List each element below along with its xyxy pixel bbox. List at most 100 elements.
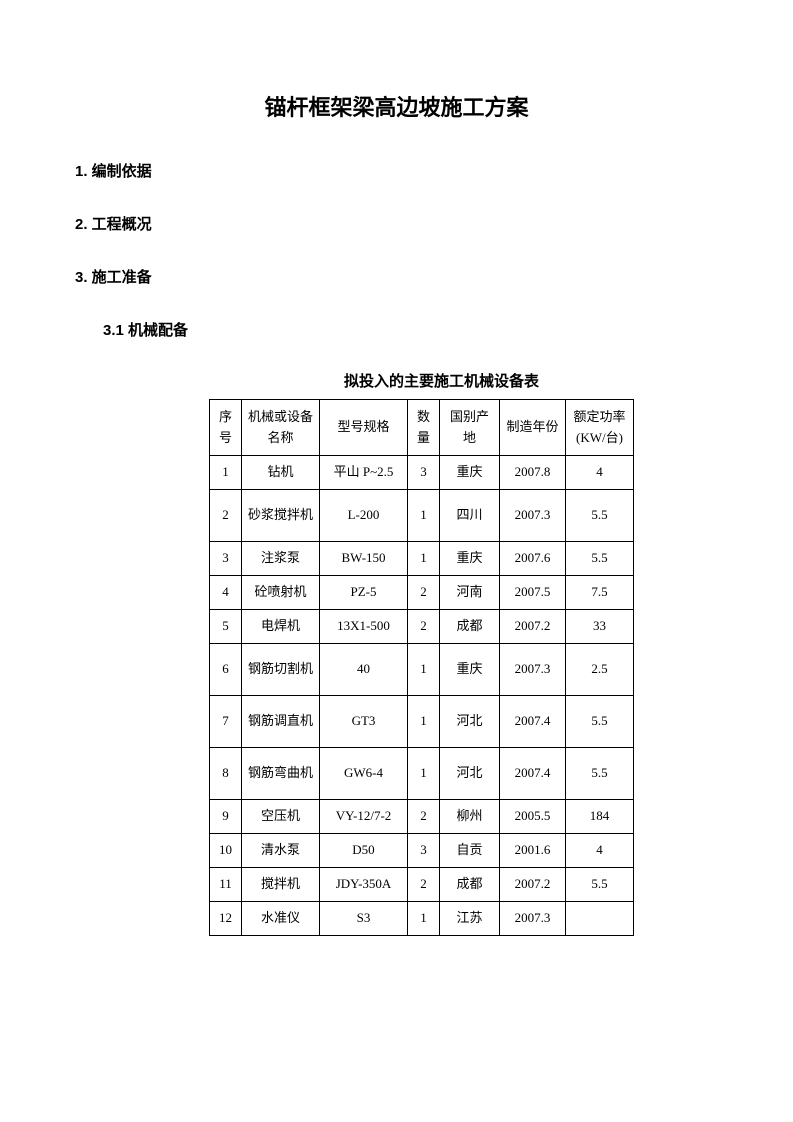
equipment-table-container: 序号 机械或设备名称 型号规格 数量 国别产地 制造年份 额定功率(KW/台) … xyxy=(125,399,718,936)
table-row: 7钢筋调直机GT31河北2007.45.5 xyxy=(210,696,634,748)
table-row: 8钢筋弯曲机GW6-41河北2007.45.5 xyxy=(210,748,634,800)
cell-origin: 河南 xyxy=(440,576,500,610)
cell-qty: 1 xyxy=(408,644,440,696)
cell-power: 5.5 xyxy=(566,868,634,902)
cell-year: 2005.5 xyxy=(500,800,566,834)
cell-qty: 3 xyxy=(408,834,440,868)
document-title: 锚杆框架梁高边坡施工方案 xyxy=(75,90,718,122)
header-name: 机械或设备名称 xyxy=(242,400,320,456)
cell-name: 空压机 xyxy=(242,800,320,834)
cell-model: JDY-350A xyxy=(320,868,408,902)
cell-year: 2007.2 xyxy=(500,610,566,644)
cell-origin: 柳州 xyxy=(440,800,500,834)
cell-origin: 自贡 xyxy=(440,834,500,868)
cell-power: 5.5 xyxy=(566,696,634,748)
cell-qty: 2 xyxy=(408,610,440,644)
header-seq: 序号 xyxy=(210,400,242,456)
cell-model: VY-12/7-2 xyxy=(320,800,408,834)
table-title: 拟投入的主要施工机械设备表 xyxy=(165,370,718,391)
equipment-table: 序号 机械或设备名称 型号规格 数量 国别产地 制造年份 额定功率(KW/台) … xyxy=(209,399,634,936)
cell-origin: 重庆 xyxy=(440,456,500,490)
cell-model: 13X1-500 xyxy=(320,610,408,644)
cell-qty: 2 xyxy=(408,868,440,902)
cell-seq: 10 xyxy=(210,834,242,868)
cell-seq: 2 xyxy=(210,490,242,542)
cell-power: 5.5 xyxy=(566,542,634,576)
section-3: 3. 施工准备 xyxy=(75,266,718,287)
cell-origin: 重庆 xyxy=(440,644,500,696)
cell-seq: 12 xyxy=(210,902,242,936)
cell-origin: 河北 xyxy=(440,748,500,800)
cell-seq: 4 xyxy=(210,576,242,610)
cell-name: 水准仪 xyxy=(242,902,320,936)
table-row: 10清水泵D503自贡2001.64 xyxy=(210,834,634,868)
cell-name: 电焊机 xyxy=(242,610,320,644)
cell-seq: 5 xyxy=(210,610,242,644)
cell-power: 4 xyxy=(566,834,634,868)
cell-year: 2007.3 xyxy=(500,902,566,936)
cell-qty: 1 xyxy=(408,490,440,542)
cell-name: 砂浆搅拌机 xyxy=(242,490,320,542)
cell-seq: 8 xyxy=(210,748,242,800)
section-1: 1. 编制依据 xyxy=(75,160,718,181)
cell-power: 33 xyxy=(566,610,634,644)
cell-origin: 河北 xyxy=(440,696,500,748)
cell-year: 2007.5 xyxy=(500,576,566,610)
cell-name: 清水泵 xyxy=(242,834,320,868)
cell-model: S3 xyxy=(320,902,408,936)
cell-qty: 1 xyxy=(408,542,440,576)
cell-qty: 1 xyxy=(408,902,440,936)
cell-qty: 2 xyxy=(408,800,440,834)
header-model: 型号规格 xyxy=(320,400,408,456)
cell-model: GT3 xyxy=(320,696,408,748)
table-row: 12水准仪S31江苏2007.3 xyxy=(210,902,634,936)
cell-model: L-200 xyxy=(320,490,408,542)
header-origin: 国别产地 xyxy=(440,400,500,456)
table-row: 4砼喷射机PZ-52河南2007.57.5 xyxy=(210,576,634,610)
header-qty: 数量 xyxy=(408,400,440,456)
cell-seq: 3 xyxy=(210,542,242,576)
cell-model: GW6-4 xyxy=(320,748,408,800)
cell-year: 2007.3 xyxy=(500,644,566,696)
table-row: 9空压机VY-12/7-22柳州2005.5184 xyxy=(210,800,634,834)
cell-qty: 1 xyxy=(408,748,440,800)
cell-qty: 1 xyxy=(408,696,440,748)
cell-model: PZ-5 xyxy=(320,576,408,610)
cell-model: D50 xyxy=(320,834,408,868)
header-power: 额定功率(KW/台) xyxy=(566,400,634,456)
cell-name: 搅拌机 xyxy=(242,868,320,902)
cell-seq: 7 xyxy=(210,696,242,748)
cell-year: 2007.6 xyxy=(500,542,566,576)
cell-power: 2.5 xyxy=(566,644,634,696)
cell-origin: 成都 xyxy=(440,868,500,902)
cell-power: 5.5 xyxy=(566,490,634,542)
header-year: 制造年份 xyxy=(500,400,566,456)
cell-origin: 成都 xyxy=(440,610,500,644)
table-row: 1钻机平山 P~2.53重庆2007.84 xyxy=(210,456,634,490)
cell-seq: 9 xyxy=(210,800,242,834)
cell-year: 2007.8 xyxy=(500,456,566,490)
cell-name: 钻机 xyxy=(242,456,320,490)
cell-year: 2007.4 xyxy=(500,748,566,800)
table-row: 5电焊机13X1-5002成都2007.233 xyxy=(210,610,634,644)
table-row: 6钢筋切割机401重庆2007.32.5 xyxy=(210,644,634,696)
cell-name: 注浆泵 xyxy=(242,542,320,576)
cell-name: 钢筋调直机 xyxy=(242,696,320,748)
cell-model: 40 xyxy=(320,644,408,696)
cell-seq: 1 xyxy=(210,456,242,490)
cell-origin: 四川 xyxy=(440,490,500,542)
cell-name: 钢筋切割机 xyxy=(242,644,320,696)
cell-power: 4 xyxy=(566,456,634,490)
table-row: 3注浆泵BW-1501重庆2007.65.5 xyxy=(210,542,634,576)
cell-year: 2001.6 xyxy=(500,834,566,868)
cell-qty: 3 xyxy=(408,456,440,490)
table-row: 2砂浆搅拌机L-2001四川2007.35.5 xyxy=(210,490,634,542)
cell-qty: 2 xyxy=(408,576,440,610)
cell-model: 平山 P~2.5 xyxy=(320,456,408,490)
cell-model: BW-150 xyxy=(320,542,408,576)
cell-name: 钢筋弯曲机 xyxy=(242,748,320,800)
cell-year: 2007.2 xyxy=(500,868,566,902)
cell-power: 5.5 xyxy=(566,748,634,800)
table-row: 11搅拌机JDY-350A2成都2007.25.5 xyxy=(210,868,634,902)
cell-power: 7.5 xyxy=(566,576,634,610)
